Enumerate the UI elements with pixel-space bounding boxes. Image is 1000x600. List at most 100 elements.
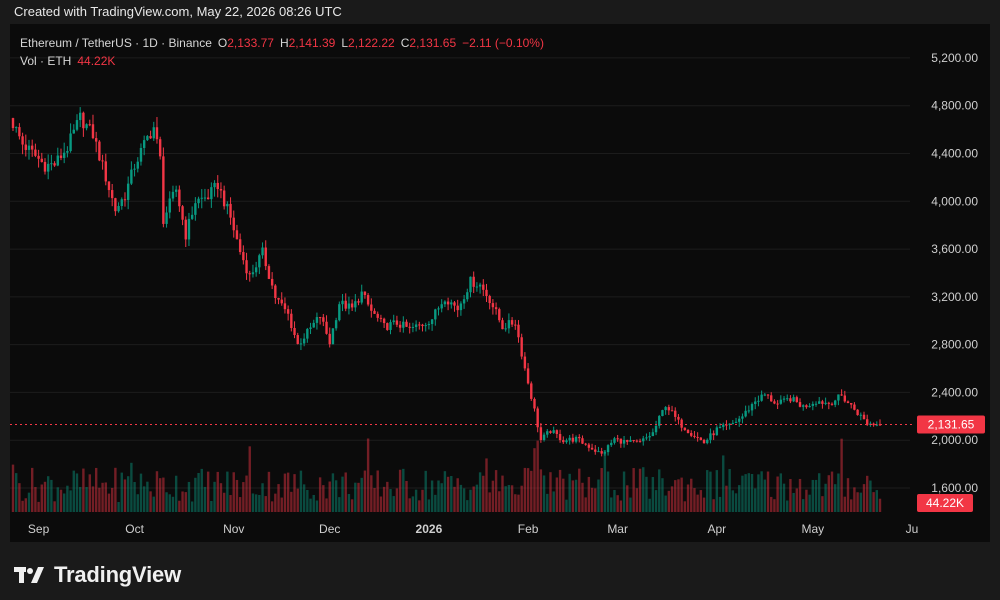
candle-body xyxy=(165,212,168,224)
y-tick-label: 2,000.00 xyxy=(931,433,978,447)
candle-body xyxy=(242,252,245,261)
volume-bar xyxy=(696,494,699,512)
candle-body xyxy=(213,182,216,188)
volume-bar xyxy=(238,497,242,512)
x-tick-label: Oct xyxy=(125,522,144,536)
volume-bar xyxy=(437,480,440,512)
candle-body xyxy=(347,303,351,309)
candle-body xyxy=(546,431,549,435)
volume-bar xyxy=(114,467,117,512)
candle-body xyxy=(91,124,95,139)
volume-bar xyxy=(706,470,709,512)
volume-label[interactable]: Vol · ETH xyxy=(20,54,72,68)
volume-bar xyxy=(30,467,34,512)
candlestick-chart[interactable]: 5,200.00 4,800.00 4,400.00 4,000.00 3,600.00… xyxy=(10,24,990,542)
candle-body xyxy=(245,260,248,274)
volume-bar xyxy=(590,487,594,512)
candle-body xyxy=(139,147,143,162)
volume-bar xyxy=(222,492,226,512)
candle-body xyxy=(254,267,258,273)
volume-bar xyxy=(139,473,143,512)
footer: TradingView xyxy=(14,562,181,588)
candle-body xyxy=(402,321,405,328)
volume-bar xyxy=(776,476,779,512)
candle-body xyxy=(808,405,811,408)
candle-body xyxy=(488,295,491,304)
candle-body xyxy=(261,247,264,256)
candle-body xyxy=(613,438,616,443)
volume-bar xyxy=(248,446,251,512)
volume-bar xyxy=(603,450,607,512)
candle-body xyxy=(667,407,671,411)
candle-body xyxy=(581,438,584,444)
volume-bar xyxy=(101,482,104,512)
volume-bar xyxy=(642,467,645,512)
candle-body xyxy=(565,440,568,443)
volume-bar xyxy=(149,491,152,512)
candle-body xyxy=(798,402,802,407)
candle-body xyxy=(30,145,34,150)
volume-bar xyxy=(856,492,859,512)
volume-bar xyxy=(677,479,680,512)
last-volume-tag xyxy=(917,494,973,512)
high-value: 2,141.39 xyxy=(288,36,336,50)
symbol-title[interactable]: Ethereum / TetherUS · 1D · Binance xyxy=(20,36,212,50)
candle-body xyxy=(482,284,485,290)
candle-body xyxy=(219,189,223,191)
candle-body xyxy=(814,403,818,405)
volume-bar xyxy=(392,496,395,512)
candle-body xyxy=(824,402,827,404)
volume-bar xyxy=(690,478,693,512)
candle-body xyxy=(517,324,520,338)
volume-bar xyxy=(770,496,773,512)
volume-bar xyxy=(472,486,475,512)
volume-bar xyxy=(62,493,66,512)
candle-body xyxy=(341,300,344,305)
volume-bar xyxy=(491,480,495,512)
volume-bar xyxy=(347,494,351,512)
volume-bar xyxy=(830,471,834,512)
candle-body xyxy=(648,436,651,438)
candle-body xyxy=(229,203,232,218)
candle-body xyxy=(725,424,728,426)
volume-bar xyxy=(69,490,72,512)
volume-bar xyxy=(322,485,325,512)
candle-body xyxy=(872,423,875,426)
volume-bar xyxy=(574,479,578,512)
volume-bar xyxy=(168,494,171,512)
volume-bar xyxy=(318,477,322,512)
volume-bar xyxy=(226,471,229,512)
candle-body xyxy=(338,304,341,321)
volume-bar xyxy=(750,473,754,512)
volume-bar xyxy=(296,488,299,512)
candle-body xyxy=(290,313,293,329)
candle-body xyxy=(680,419,683,428)
candle-body xyxy=(472,276,475,287)
volume-bar xyxy=(59,489,63,512)
volume-bar xyxy=(782,483,786,512)
candle-body xyxy=(670,410,674,412)
candle-body xyxy=(843,395,847,402)
volume-bar xyxy=(203,486,207,512)
candle-body xyxy=(453,302,456,306)
volume-bar xyxy=(520,485,523,512)
candle-body xyxy=(533,398,536,409)
candle-body xyxy=(574,436,578,442)
volume-bar xyxy=(286,472,290,512)
candle-body xyxy=(760,394,763,401)
volume-bar xyxy=(274,493,277,512)
x-tick-label: May xyxy=(801,522,824,536)
volume-bar xyxy=(98,487,101,512)
chart-panel[interactable]: 5,200.00 4,800.00 4,400.00 4,000.00 3,600.00… xyxy=(10,24,990,542)
tradingview-logo-icon xyxy=(14,567,44,583)
candle-body xyxy=(110,190,114,199)
volume-bar xyxy=(837,473,840,512)
candle-body xyxy=(232,217,235,231)
candle-body xyxy=(802,405,805,407)
open-value: 2,133.77 xyxy=(227,36,274,50)
candle-body xyxy=(475,286,479,288)
volume-bar xyxy=(312,494,315,512)
volume-bar xyxy=(219,483,223,512)
candle-body xyxy=(536,408,539,428)
y-tick-label: 4,400.00 xyxy=(931,146,978,160)
